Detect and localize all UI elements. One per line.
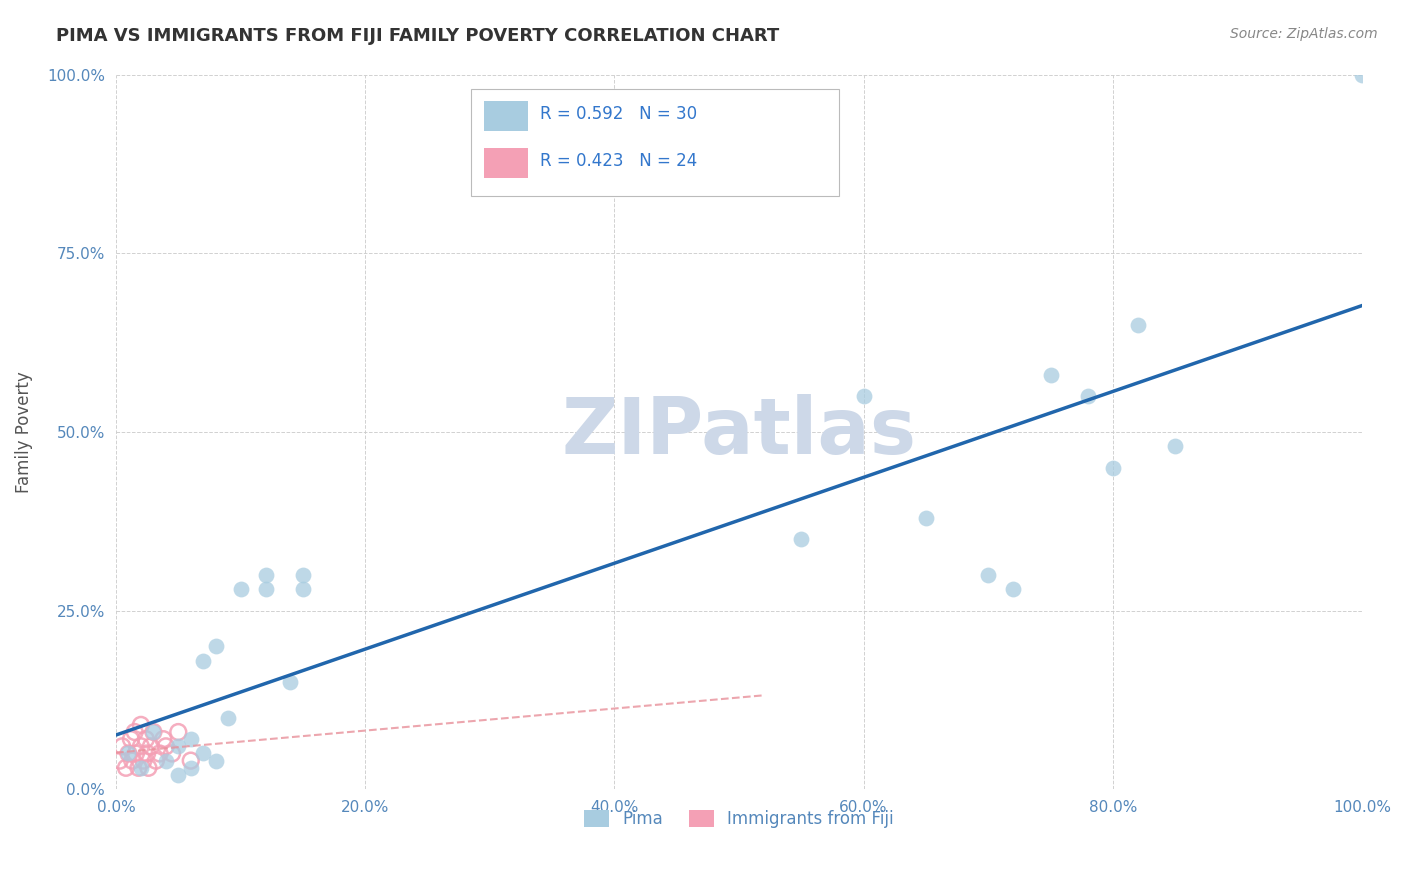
Text: Source: ZipAtlas.com: Source: ZipAtlas.com bbox=[1230, 27, 1378, 41]
Point bbox=[135, 732, 157, 747]
Point bbox=[132, 754, 155, 768]
Point bbox=[217, 711, 239, 725]
Y-axis label: Family Poverty: Family Poverty bbox=[15, 371, 32, 492]
Point bbox=[180, 732, 202, 747]
Text: R = 0.592   N = 30: R = 0.592 N = 30 bbox=[540, 105, 697, 123]
Point bbox=[280, 675, 302, 690]
Point bbox=[180, 761, 202, 775]
Point bbox=[204, 640, 226, 654]
Point bbox=[193, 654, 215, 668]
Text: ZIPatlas: ZIPatlas bbox=[561, 394, 917, 470]
Point bbox=[291, 582, 314, 596]
FancyBboxPatch shape bbox=[484, 101, 529, 131]
Point bbox=[117, 747, 139, 761]
Point bbox=[977, 567, 1000, 582]
Point bbox=[1077, 389, 1099, 403]
Point bbox=[204, 754, 226, 768]
Point bbox=[111, 739, 134, 754]
Point bbox=[1126, 318, 1149, 332]
Point bbox=[915, 510, 938, 524]
Point bbox=[254, 582, 277, 596]
Point bbox=[1039, 368, 1062, 382]
Point bbox=[1101, 460, 1123, 475]
Point bbox=[127, 761, 149, 775]
Point bbox=[160, 747, 183, 761]
Point bbox=[180, 754, 202, 768]
Point bbox=[167, 725, 190, 739]
Point bbox=[120, 732, 142, 747]
Point bbox=[121, 754, 143, 768]
Point bbox=[124, 725, 146, 739]
Point bbox=[145, 754, 167, 768]
Point bbox=[125, 747, 148, 761]
Point bbox=[142, 725, 165, 739]
Point bbox=[1002, 582, 1025, 596]
Point bbox=[139, 739, 162, 754]
Point bbox=[254, 567, 277, 582]
Point bbox=[155, 739, 177, 754]
Point bbox=[1164, 439, 1187, 453]
Point bbox=[138, 761, 160, 775]
Point bbox=[155, 754, 177, 768]
Point bbox=[108, 754, 131, 768]
Point bbox=[115, 761, 138, 775]
Point bbox=[1351, 68, 1374, 82]
Point bbox=[136, 747, 159, 761]
Text: PIMA VS IMMIGRANTS FROM FIJI FAMILY POVERTY CORRELATION CHART: PIMA VS IMMIGRANTS FROM FIJI FAMILY POVE… bbox=[56, 27, 779, 45]
Point bbox=[291, 567, 314, 582]
Text: R = 0.423   N = 24: R = 0.423 N = 24 bbox=[540, 152, 697, 170]
Legend: Pima, Immigrants from Fiji: Pima, Immigrants from Fiji bbox=[578, 803, 900, 835]
Point bbox=[149, 747, 172, 761]
FancyBboxPatch shape bbox=[484, 148, 529, 178]
Point bbox=[129, 761, 152, 775]
Point bbox=[193, 747, 215, 761]
Point bbox=[117, 747, 139, 761]
Point bbox=[152, 732, 174, 747]
Point bbox=[229, 582, 252, 596]
Point bbox=[167, 739, 190, 754]
Point bbox=[129, 739, 152, 754]
Point bbox=[790, 532, 813, 546]
Point bbox=[167, 768, 190, 782]
Point bbox=[129, 718, 152, 732]
FancyBboxPatch shape bbox=[471, 89, 839, 196]
Point bbox=[852, 389, 875, 403]
Point bbox=[142, 725, 165, 739]
